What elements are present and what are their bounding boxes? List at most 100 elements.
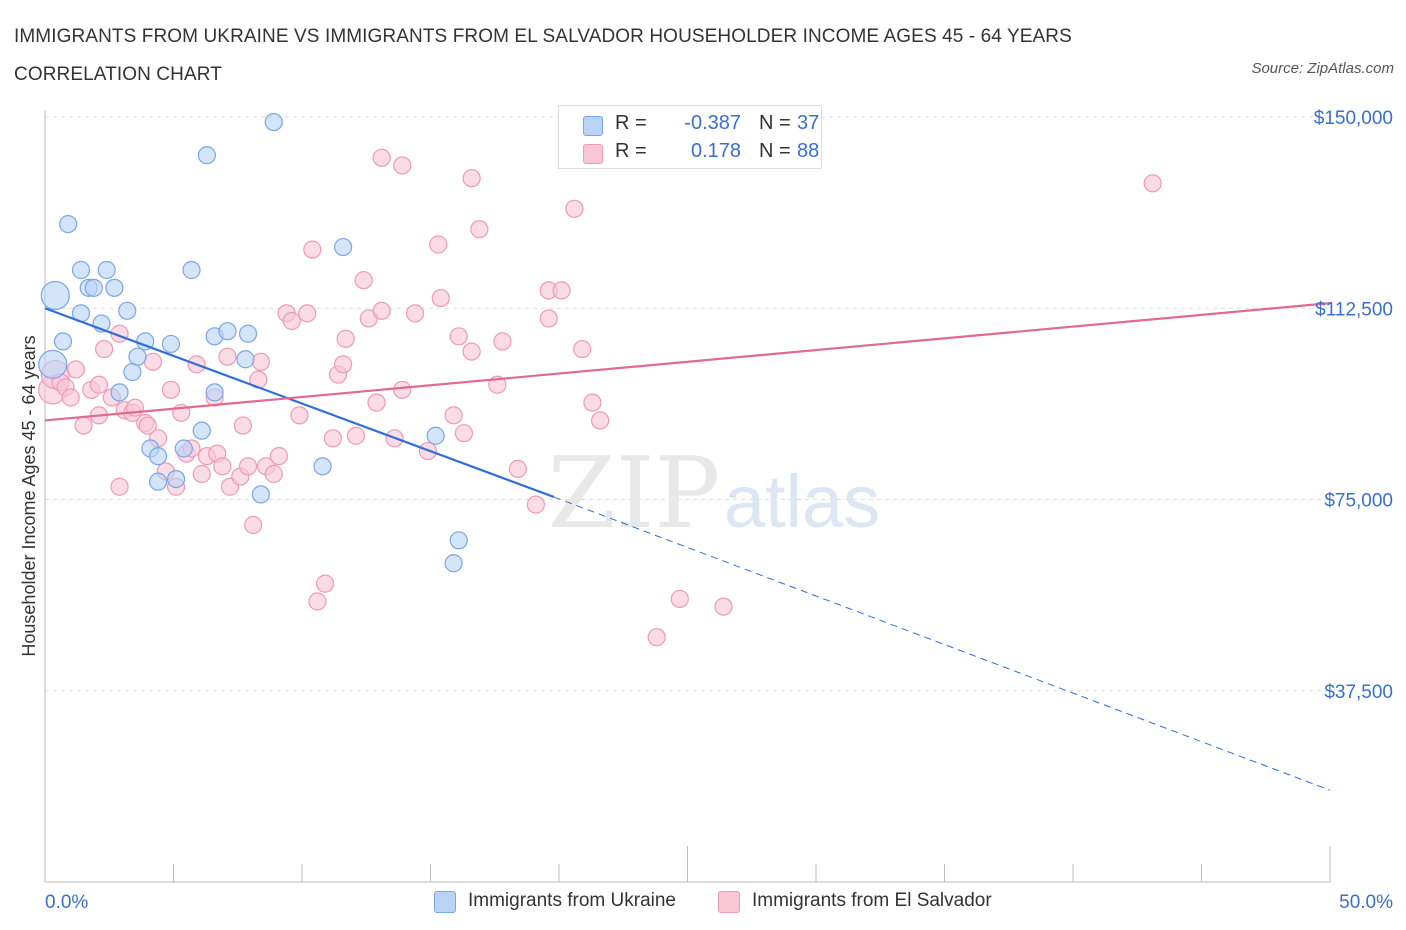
salvador-point <box>316 574 335 593</box>
salvador-point <box>462 169 481 188</box>
legend-n-value-salvador: 88 <box>797 140 820 162</box>
legend-r-label: R = <box>615 140 647 162</box>
ukraine-point <box>334 237 353 257</box>
axes <box>44 110 1331 883</box>
salvador-point <box>303 240 322 259</box>
salvador-point <box>583 393 602 412</box>
ukraine-point <box>444 554 463 573</box>
legend-r-value-ukraine: -0.387 <box>684 112 741 134</box>
salvador-point <box>470 220 489 239</box>
salvador-point <box>591 411 610 430</box>
ukraine-point <box>148 472 168 491</box>
ukraine-point <box>182 260 201 280</box>
salvador-point <box>308 592 327 611</box>
ukraine-point <box>426 426 445 445</box>
salvador-point <box>346 426 366 445</box>
salvador-point <box>251 352 270 371</box>
salvador-point <box>462 342 481 361</box>
salvador-trend-line <box>44 302 1331 422</box>
salvador-point <box>282 311 301 331</box>
ukraine-point <box>313 457 332 476</box>
watermark: ZIP atlas <box>548 437 881 551</box>
salvador-point <box>336 329 355 348</box>
salvador-point <box>647 628 666 647</box>
salvador-point <box>1143 174 1162 193</box>
salvador-point <box>61 388 80 407</box>
legend-r-label: R = <box>615 112 647 134</box>
ukraine-point <box>449 531 468 550</box>
ukraine-point <box>264 112 283 132</box>
ukraine-trend-line <box>44 307 555 498</box>
salvador-point <box>354 271 373 290</box>
source-label: Source: ZipAtlas.com <box>1251 60 1394 77</box>
bottom-legend-label-salvador: Immigrants from El Salvador <box>752 890 992 911</box>
salvador-point <box>526 495 545 514</box>
y-axis-label: Householder Income Ages 45 - 64 years <box>19 335 39 656</box>
ukraine-trend-extension <box>553 496 1331 791</box>
y-tick-label: $75,000 <box>1324 491 1393 512</box>
salvador-point <box>405 304 425 323</box>
legend-n-value-ukraine: 37 <box>797 112 820 134</box>
salvador-point <box>192 464 211 484</box>
salvador-point <box>110 477 129 496</box>
ukraine-point <box>118 301 137 320</box>
ukraine-point <box>205 383 224 402</box>
salvador-point <box>66 360 85 379</box>
salvador-point <box>367 393 386 412</box>
ukraine-point <box>38 349 68 379</box>
salvador-point <box>372 301 391 320</box>
salvador-point <box>323 429 342 448</box>
ukraine-point <box>110 383 129 402</box>
ukraine-point <box>97 260 116 280</box>
salvador-point <box>493 332 512 351</box>
salvador-points <box>38 148 1162 647</box>
legend-n-label: N = <box>759 112 791 134</box>
bottom-legend-swatch-ukraine <box>434 891 456 913</box>
salvador-point <box>449 327 468 346</box>
salvador-point <box>714 597 733 616</box>
salvador-point <box>244 515 263 535</box>
trend-lines <box>44 302 1331 791</box>
x-tick-label-min: 0.0% <box>45 892 88 913</box>
ukraine-points <box>38 112 468 573</box>
salvador-point <box>454 424 474 443</box>
ukraine-point <box>238 324 258 343</box>
ukraine-point <box>192 421 211 440</box>
salvador-point <box>95 339 114 359</box>
ukraine-point <box>128 347 147 366</box>
salvador-point <box>431 288 450 308</box>
x-tick-label-max: 50.0% <box>1339 892 1393 913</box>
ukraine-point <box>53 332 73 351</box>
ukraine-point <box>218 322 237 341</box>
ukraine-point <box>251 485 270 504</box>
salvador-point <box>218 347 237 366</box>
salvador-point <box>444 406 463 425</box>
y-tick-label: $37,500 <box>1324 682 1393 703</box>
bottom-legend-swatch-salvador <box>718 891 740 913</box>
salvador-point <box>138 416 157 435</box>
salvador-point <box>670 589 689 609</box>
salvador-point <box>539 309 558 328</box>
tick-labels: $37,500 $75,000 $112,500 $150,000 0.0% 50.0% <box>45 108 1393 913</box>
ukraine-point <box>40 280 70 311</box>
ukraine-point <box>148 447 168 466</box>
salvador-point <box>143 352 163 371</box>
y-tick-label: $112,500 <box>1315 299 1393 320</box>
legend-swatch-salvador <box>583 144 603 164</box>
ukraine-point <box>166 470 186 489</box>
salvador-point <box>269 447 288 466</box>
salvador-point <box>74 416 93 435</box>
salvador-point <box>565 199 584 218</box>
ukraine-point <box>236 350 255 369</box>
salvador-point <box>552 281 571 300</box>
salvador-point <box>161 380 181 399</box>
salvador-point <box>393 380 412 399</box>
salvador-point <box>264 464 283 484</box>
ukraine-point <box>161 334 181 354</box>
salvador-point <box>372 148 391 167</box>
salvador-point <box>213 457 232 476</box>
watermark-zip: ZIP <box>548 437 721 551</box>
salvador-point <box>334 355 353 374</box>
ukraine-point <box>174 439 193 458</box>
